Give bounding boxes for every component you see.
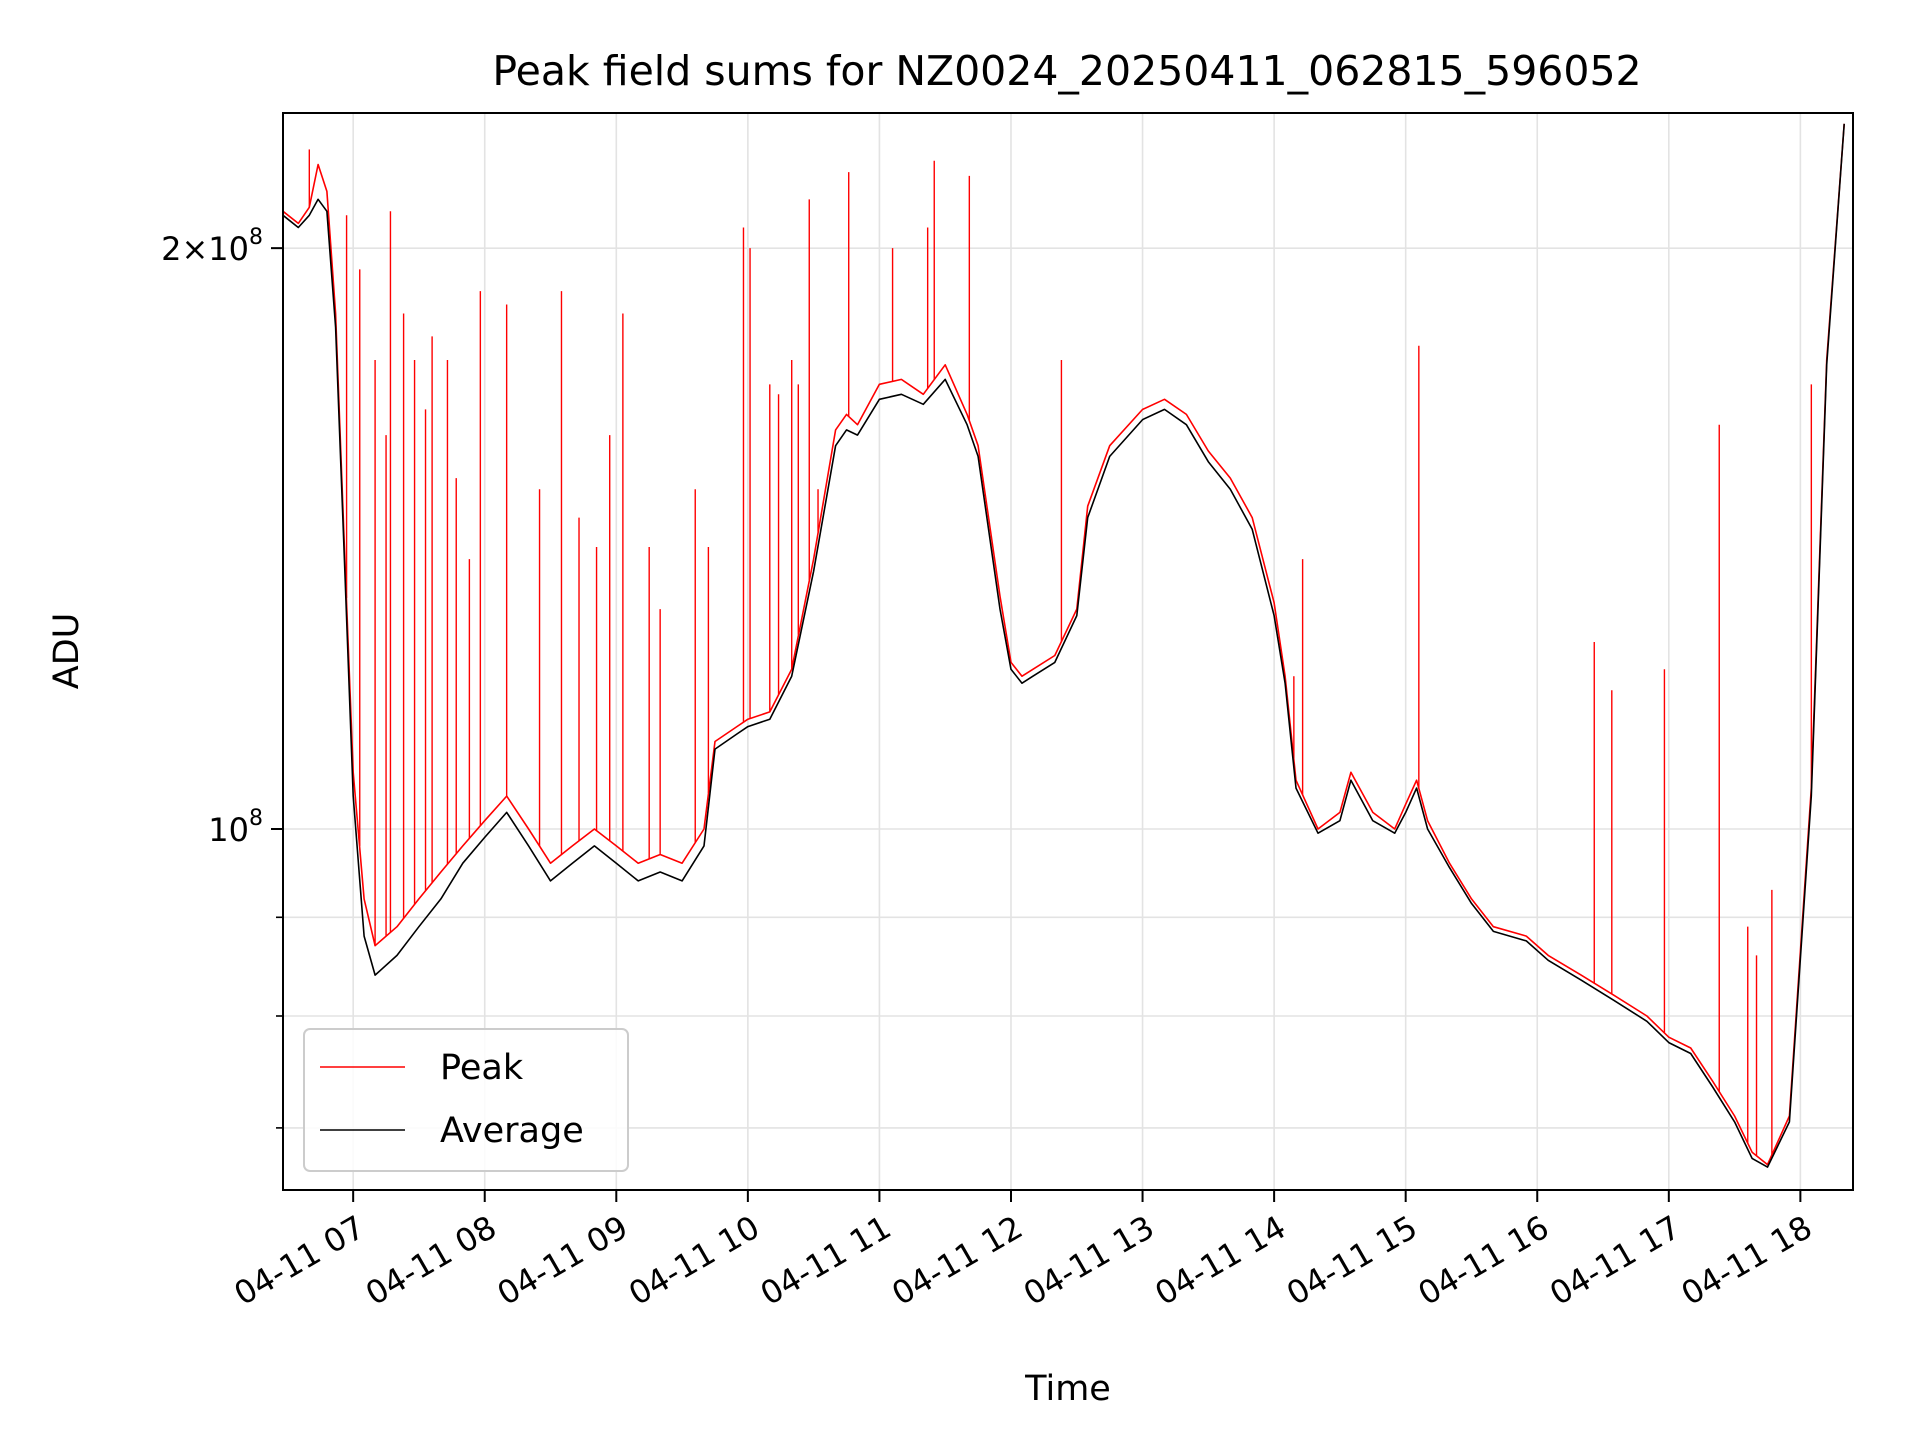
y-tick-label: 108 [208,806,263,849]
peak-series-line [283,123,1845,1166]
y-axis-ticks: 108 2×108 [161,225,283,1129]
y-axis-label: ADU [47,613,87,690]
legend: Peak Average [303,1028,629,1172]
grid [283,113,1853,1190]
x-axis-label: Time [1024,1369,1111,1409]
series-layer [283,123,1845,1168]
plot-frame [282,112,1854,1191]
chart-title: Peak field sums for NZ0024_20250411_0628… [492,47,1641,95]
legend-box [303,1028,629,1172]
legend-average-label: Average [440,1111,584,1151]
plot-area [283,123,1845,1168]
legend-peak-label: Peak [440,1048,524,1088]
average-series-line [283,123,1845,1168]
y-tick-label: 2×108 [161,225,263,268]
